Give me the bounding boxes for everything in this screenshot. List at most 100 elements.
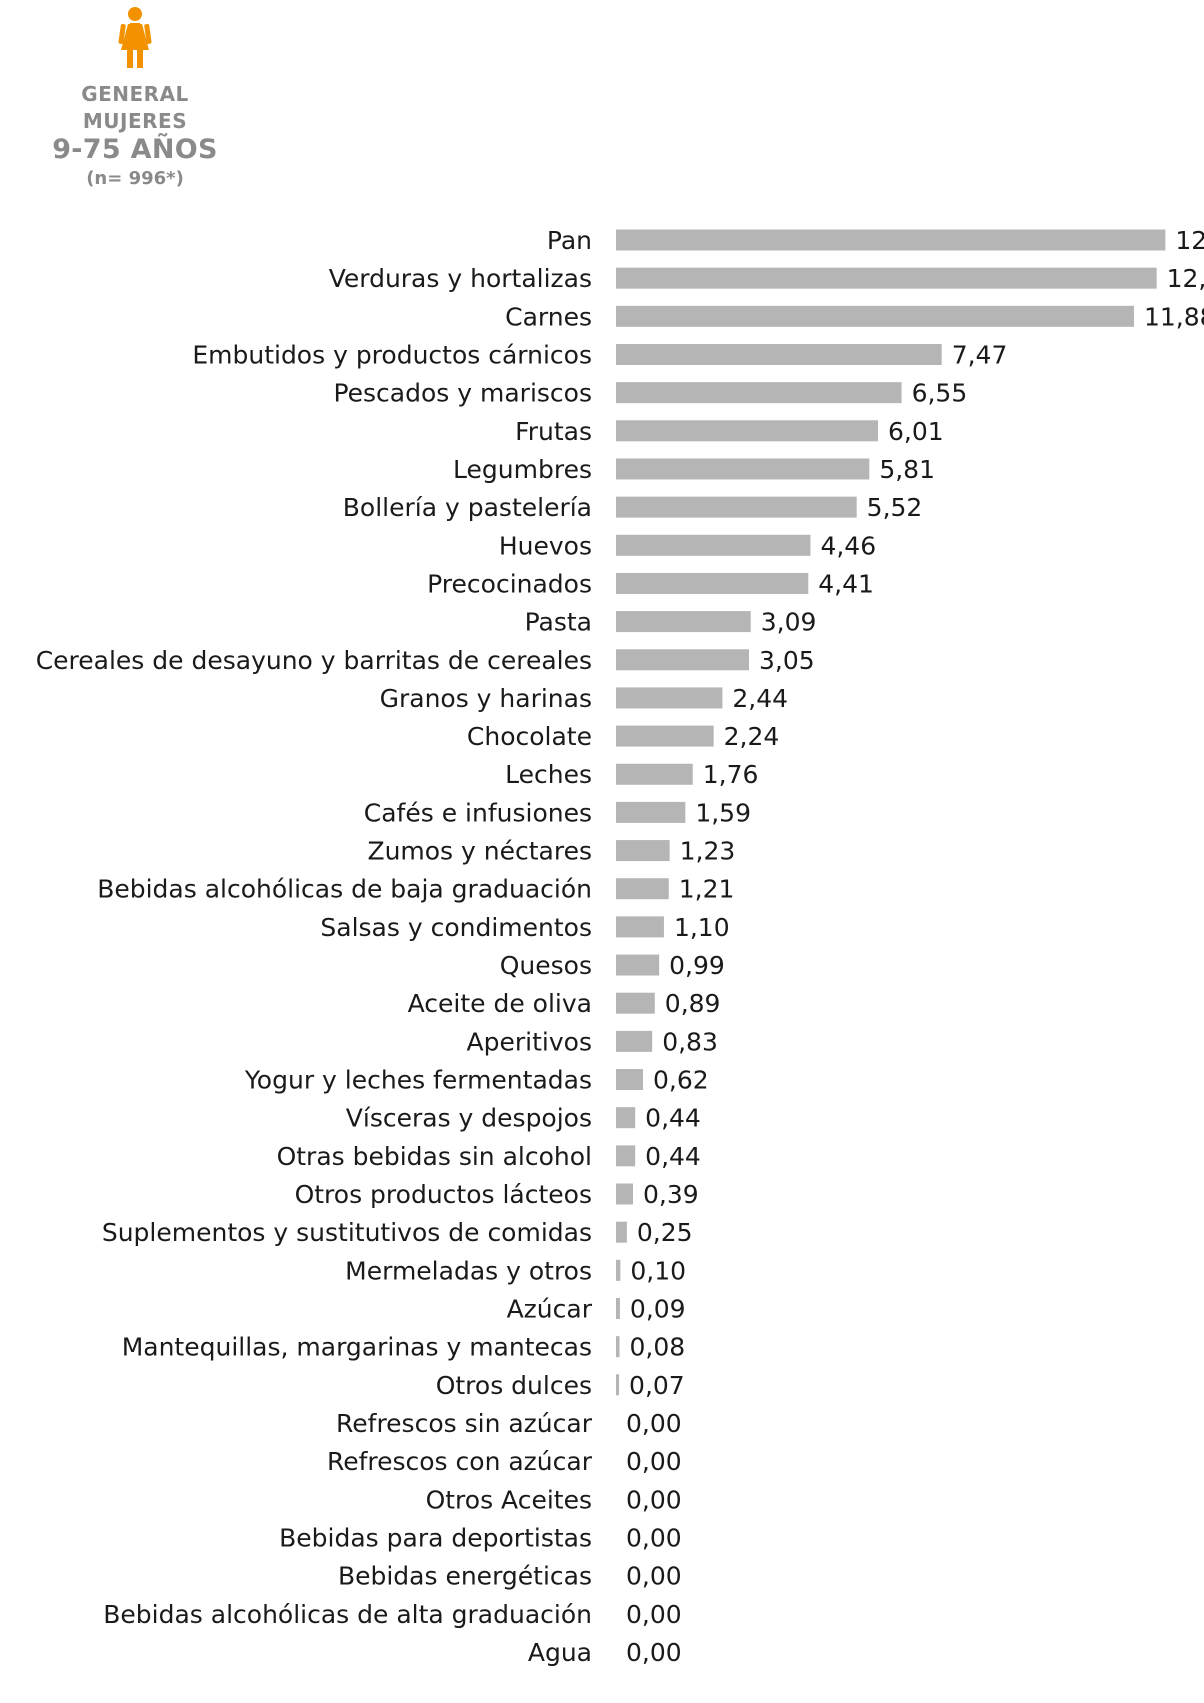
value-label: 11,88 bbox=[1144, 302, 1204, 331]
bar bbox=[616, 458, 870, 480]
woman-figure-icon bbox=[118, 7, 152, 68]
bar bbox=[616, 878, 669, 900]
category-label: Suplementos y sustitutivos de comidas bbox=[102, 1218, 592, 1247]
header-line-1: GENERAL bbox=[81, 82, 189, 106]
value-label: 12, bbox=[1167, 264, 1204, 293]
value-label: 6,55 bbox=[912, 379, 968, 408]
value-label: 0,39 bbox=[643, 1180, 699, 1209]
category-label: Frutas bbox=[515, 417, 592, 446]
value-label: 0,08 bbox=[629, 1333, 685, 1362]
category-label: Pan bbox=[547, 226, 592, 255]
value-label: 5,81 bbox=[879, 455, 935, 484]
bar bbox=[616, 649, 749, 671]
value-label: 1,10 bbox=[674, 913, 730, 942]
value-label: 0,09 bbox=[630, 1294, 686, 1323]
bar bbox=[616, 1374, 620, 1396]
value-label: 1,59 bbox=[695, 798, 751, 827]
value-label: 0,00 bbox=[626, 1447, 682, 1476]
category-label: Granos y harinas bbox=[380, 684, 592, 713]
value-label: 0,99 bbox=[669, 951, 725, 980]
category-label: Salsas y condimentos bbox=[320, 913, 592, 942]
value-label: 2,44 bbox=[732, 684, 788, 713]
header-line-4: (n= 996*) bbox=[86, 168, 184, 189]
bar bbox=[616, 420, 879, 442]
value-label: 2,24 bbox=[724, 722, 780, 751]
category-label: Bebidas energéticas bbox=[338, 1562, 592, 1591]
bar bbox=[616, 305, 1134, 327]
bar bbox=[616, 1221, 627, 1243]
category-label: Legumbres bbox=[453, 455, 592, 484]
value-label: 0,62 bbox=[653, 1066, 709, 1095]
value-label: 0,25 bbox=[637, 1218, 693, 1247]
category-label: Bebidas alcohólicas de baja graduación bbox=[97, 875, 592, 904]
bar bbox=[616, 801, 686, 823]
category-label: Azúcar bbox=[507, 1294, 593, 1323]
bar bbox=[616, 916, 664, 938]
category-label: Aperitivos bbox=[467, 1027, 592, 1056]
bar bbox=[616, 1030, 653, 1052]
value-label: 0,00 bbox=[626, 1600, 682, 1629]
category-label: Cereales de desayuno y barritas de cerea… bbox=[36, 646, 592, 675]
category-label: Verduras y hortalizas bbox=[329, 264, 592, 293]
value-label: 4,41 bbox=[818, 569, 874, 598]
bar bbox=[616, 954, 660, 976]
category-label: Cafés e infusiones bbox=[364, 798, 592, 827]
bar bbox=[616, 1183, 634, 1205]
category-label: Leches bbox=[505, 760, 592, 789]
value-label: 0,00 bbox=[626, 1409, 682, 1438]
bar bbox=[616, 725, 714, 747]
bar bbox=[616, 611, 751, 633]
category-label: Bollería y pastelería bbox=[343, 493, 592, 522]
category-label: Otros dulces bbox=[436, 1371, 592, 1400]
category-label: Mermeladas y otros bbox=[345, 1256, 592, 1285]
value-label: 7,47 bbox=[952, 340, 1008, 369]
bar bbox=[616, 1297, 620, 1319]
bar bbox=[616, 534, 811, 556]
value-label: 1,76 bbox=[703, 760, 759, 789]
category-label: Pescados y mariscos bbox=[333, 379, 592, 408]
category-label: Huevos bbox=[499, 531, 592, 560]
value-label: 1,21 bbox=[679, 875, 735, 904]
value-label: 0,10 bbox=[630, 1256, 686, 1285]
value-label: 0,89 bbox=[665, 989, 721, 1018]
bar bbox=[616, 1145, 636, 1167]
category-label: Quesos bbox=[500, 951, 592, 980]
bar bbox=[616, 229, 1166, 251]
bar bbox=[616, 572, 809, 594]
category-label: Refrescos con azúcar bbox=[327, 1447, 593, 1476]
value-label: 1,23 bbox=[680, 837, 736, 866]
bar bbox=[616, 840, 670, 862]
value-label: 0,00 bbox=[626, 1523, 682, 1552]
category-label: Aceite de oliva bbox=[408, 989, 592, 1018]
category-label: Otros Aceites bbox=[426, 1485, 592, 1514]
value-label: 5,52 bbox=[867, 493, 923, 522]
value-label: 0,00 bbox=[626, 1485, 682, 1514]
category-label: Bebidas para deportistas bbox=[279, 1523, 592, 1552]
chart-header: GENERAL MUJERES 9-75 AÑOS (n= 996*) bbox=[35, 0, 235, 188]
bar bbox=[616, 1069, 644, 1091]
category-label: Precocinados bbox=[427, 569, 592, 598]
bar bbox=[616, 687, 723, 709]
bar bbox=[616, 1336, 620, 1358]
value-label: 6,01 bbox=[888, 417, 944, 446]
value-label: 0,44 bbox=[645, 1104, 701, 1133]
bar bbox=[616, 992, 655, 1014]
category-label: Otros productos lácteos bbox=[295, 1180, 592, 1209]
bar bbox=[616, 496, 857, 518]
bar bbox=[616, 382, 902, 404]
value-label: 0,44 bbox=[645, 1142, 701, 1171]
value-label: 12 bbox=[1175, 226, 1204, 255]
value-label: 3,05 bbox=[759, 646, 815, 675]
category-label: Refrescos sin azúcar bbox=[336, 1409, 593, 1438]
category-label: Zumos y néctares bbox=[367, 837, 592, 866]
value-label: 3,09 bbox=[761, 608, 817, 637]
value-label: 0,00 bbox=[626, 1638, 682, 1667]
category-label: Bebidas alcohólicas de alta graduación bbox=[103, 1600, 592, 1629]
header-line-2: MUJERES bbox=[82, 109, 188, 133]
category-label: Chocolate bbox=[467, 722, 592, 751]
category-label: Embutidos y productos cárnicos bbox=[192, 340, 592, 369]
value-label: 4,46 bbox=[820, 531, 876, 560]
category-label: Yogur y leches fermentadas bbox=[244, 1066, 592, 1095]
category-label: Mantequillas, margarinas y mantecas bbox=[122, 1333, 592, 1362]
